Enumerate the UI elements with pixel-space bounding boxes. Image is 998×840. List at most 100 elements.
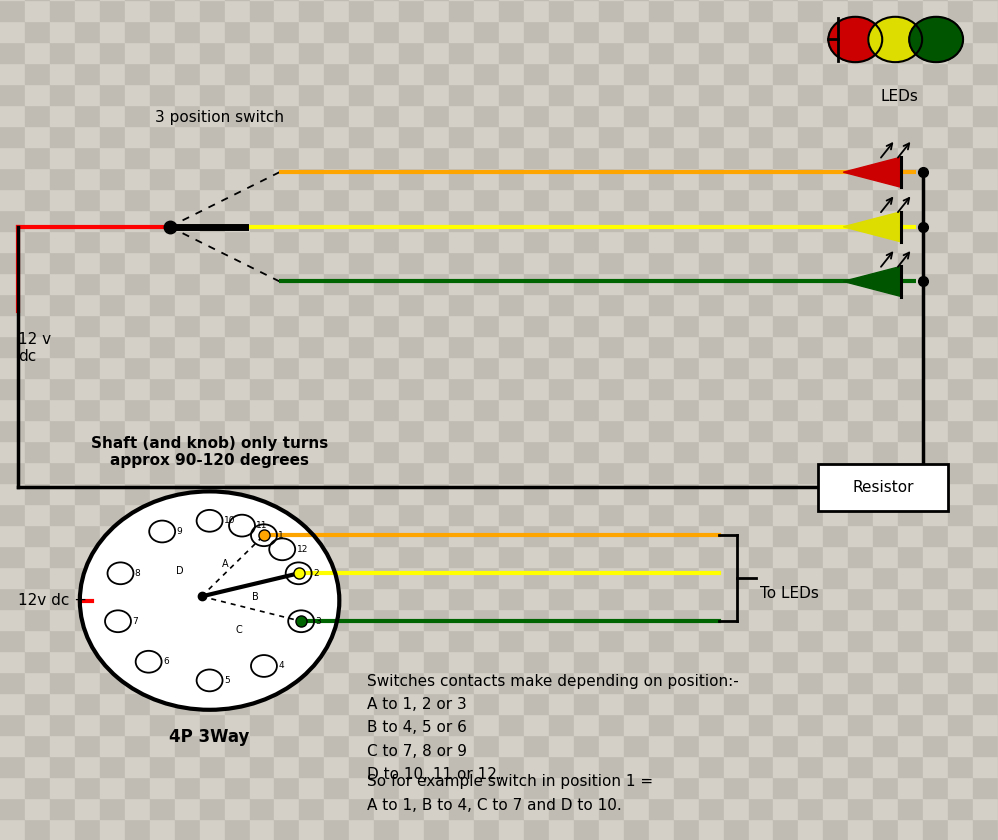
Bar (699, 609, 724, 630)
Polygon shape (843, 212, 901, 242)
Bar (973, 672, 998, 693)
Bar (624, 210, 649, 231)
Bar (125, 105, 150, 126)
Bar (150, 210, 175, 231)
Bar (848, 84, 873, 105)
Bar (524, 126, 549, 147)
Bar (798, 777, 823, 798)
Bar (349, 588, 374, 609)
Bar (724, 42, 748, 63)
Bar (250, 819, 274, 840)
Bar (574, 105, 599, 126)
Bar (923, 273, 948, 294)
Bar (150, 777, 175, 798)
Bar (250, 63, 274, 84)
Bar (549, 672, 574, 693)
Bar (923, 231, 948, 252)
Bar (624, 147, 649, 168)
Bar (699, 588, 724, 609)
Bar (773, 189, 798, 210)
Bar (175, 147, 200, 168)
Bar (75, 462, 100, 483)
Bar (773, 693, 798, 714)
Bar (274, 84, 299, 105)
Bar (150, 399, 175, 420)
Bar (399, 0, 424, 21)
Bar (225, 756, 250, 777)
Bar (549, 378, 574, 399)
Bar (175, 651, 200, 672)
Bar (449, 252, 474, 273)
Bar (100, 399, 125, 420)
Bar (699, 273, 724, 294)
Bar (599, 504, 624, 525)
Bar (75, 399, 100, 420)
Bar (773, 756, 798, 777)
Circle shape (868, 17, 922, 62)
Bar (674, 357, 699, 378)
Bar (574, 252, 599, 273)
Bar (649, 42, 674, 63)
Bar (399, 399, 424, 420)
Bar (424, 378, 449, 399)
Bar (50, 378, 75, 399)
Bar (898, 168, 923, 189)
Bar (50, 294, 75, 315)
Bar (549, 588, 574, 609)
Bar (574, 273, 599, 294)
Bar (349, 777, 374, 798)
Bar (75, 210, 100, 231)
Bar (599, 672, 624, 693)
Bar (923, 588, 948, 609)
Bar (649, 504, 674, 525)
Bar (0, 420, 25, 441)
Bar (50, 462, 75, 483)
Bar (449, 651, 474, 672)
Bar (898, 504, 923, 525)
Bar (499, 105, 524, 126)
Bar (250, 462, 274, 483)
Bar (724, 483, 748, 504)
Bar (150, 84, 175, 105)
Bar (873, 609, 898, 630)
Bar (349, 0, 374, 21)
Bar (973, 609, 998, 630)
Bar (150, 693, 175, 714)
Bar (50, 651, 75, 672)
Bar (0, 399, 25, 420)
Bar (873, 756, 898, 777)
Bar (374, 252, 399, 273)
Bar (100, 798, 125, 819)
Bar (175, 630, 200, 651)
Bar (898, 378, 923, 399)
Bar (923, 483, 948, 504)
Bar (748, 63, 773, 84)
Bar (848, 63, 873, 84)
Bar (898, 126, 923, 147)
Bar (599, 798, 624, 819)
Bar (549, 126, 574, 147)
Bar (399, 336, 424, 357)
Bar (549, 714, 574, 735)
Bar (624, 756, 649, 777)
Text: 4: 4 (278, 661, 283, 670)
Bar (75, 105, 100, 126)
Bar (973, 189, 998, 210)
Bar (349, 756, 374, 777)
Bar (798, 546, 823, 567)
Bar (499, 294, 524, 315)
Bar (724, 315, 748, 336)
Bar (225, 504, 250, 525)
Bar (424, 126, 449, 147)
Text: 3 position switch: 3 position switch (155, 110, 283, 125)
Bar (399, 735, 424, 756)
Bar (649, 84, 674, 105)
Bar (349, 672, 374, 693)
Bar (848, 378, 873, 399)
Bar (574, 441, 599, 462)
Bar (948, 0, 973, 21)
Bar (748, 105, 773, 126)
Bar (549, 735, 574, 756)
Bar (175, 525, 200, 546)
Bar (274, 273, 299, 294)
